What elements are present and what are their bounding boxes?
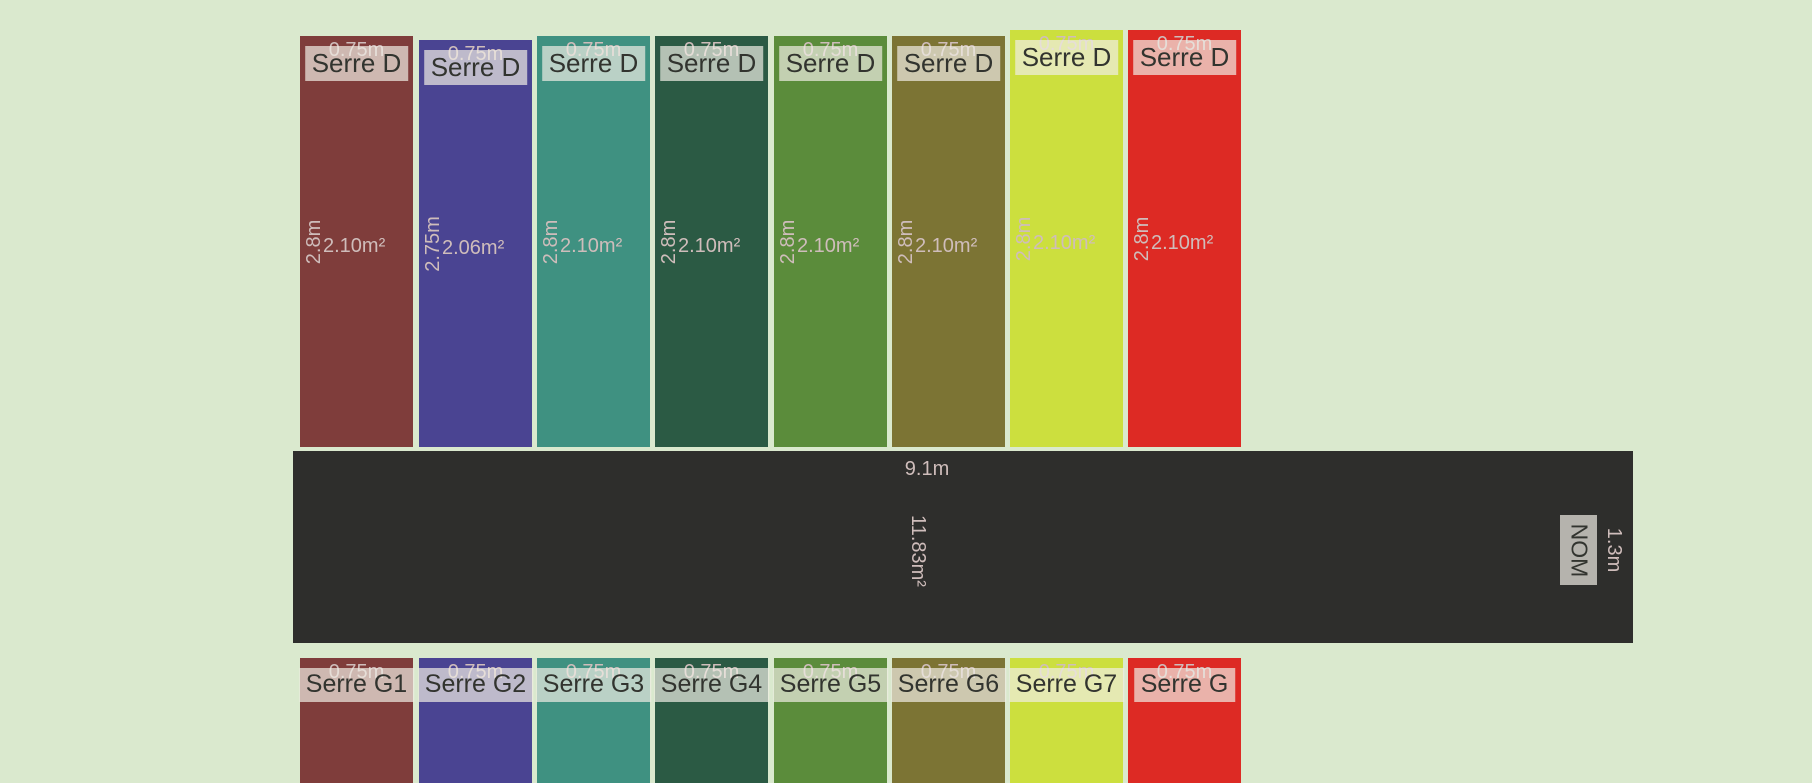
serre-d-bar-7[interactable]: 0.75mSerre D2.8m2.10m²: [1010, 30, 1123, 447]
bar-area-label: 2.10m²: [560, 234, 623, 257]
serre-d-bar-4[interactable]: 0.75mSerre D2.8m2.10m²: [655, 36, 768, 447]
serre-g-bar-3[interactable]: 0.75mSerre G3: [535, 658, 652, 783]
bar-name-box: Serre G6: [890, 668, 1007, 702]
serre-d-bar-5[interactable]: 0.75mSerre D2.8m2.10m²: [774, 36, 887, 447]
serre-d-bar-8[interactable]: 0.75mSerre D2.8m2.10m²: [1128, 30, 1241, 447]
bar-height-label: 2.8m: [658, 219, 680, 264]
bar-area-label: 2.10m²: [1033, 231, 1096, 254]
garden-bed[interactable]: 9.1m 11.83m² NOM 1.3m: [293, 451, 1633, 643]
bar-area-label: 2.06m²: [442, 236, 505, 259]
serre-g-bar-2[interactable]: 0.75mSerre G2: [417, 658, 534, 783]
bar-name-box: Serre D: [423, 50, 528, 85]
bar-height-label: 2.8m: [1013, 216, 1035, 261]
bar-name-box: Serre D: [541, 46, 646, 81]
bar-height-label: 2.8m: [1131, 216, 1153, 261]
bar-area-label: 2.10m²: [797, 234, 860, 257]
bar-name-box: Serre D: [304, 46, 409, 81]
bar-name-box: Serre D: [896, 46, 1001, 81]
bar-name-label: Serre D: [1021, 42, 1112, 72]
bar-name-box: Serre D: [1014, 40, 1119, 75]
bar-name-box: Serre G: [1133, 668, 1236, 702]
bar-area-label: 2.10m²: [915, 234, 978, 257]
bar-name-label: Serre D: [430, 52, 521, 82]
bed-name-label: NOM: [1566, 523, 1593, 577]
serre-g-bar-1[interactable]: 0.75mSerre G1: [298, 658, 415, 783]
serre-g-bar-5[interactable]: 0.75mSerre G5: [772, 658, 889, 783]
bar-name-box: Serre D: [778, 46, 883, 81]
serre-g-bar-6[interactable]: 0.75mSerre G6: [890, 658, 1007, 783]
bed-area-label: 11.83m²: [907, 515, 929, 587]
bar-height-label: 2.8m: [777, 219, 799, 264]
bar-height-label: 2.8m: [895, 219, 917, 264]
bar-area-label: 2.10m²: [678, 234, 741, 257]
bar-name-label: Serre D: [311, 48, 402, 78]
serre-g-bar-7[interactable]: 0.75mSerre G7: [1008, 658, 1125, 783]
bar-height-label: 2.8m: [303, 219, 325, 264]
bar-name-box: Serre G4: [653, 668, 770, 702]
bar-name-label: Serre G: [1140, 670, 1229, 698]
bar-height-label: 2.75m: [422, 215, 444, 272]
bar-area-label: 2.10m²: [323, 234, 386, 257]
bar-name-box: Serre D: [1132, 40, 1237, 75]
bar-name-label: Serre D: [903, 48, 994, 78]
bar-name-label: Serre D: [548, 48, 639, 78]
serre-g-bar-4[interactable]: 0.75mSerre G4: [653, 658, 770, 783]
bar-name-label: Serre G2: [424, 670, 527, 698]
bar-name-label: Serre G3: [542, 670, 645, 698]
bed-name-box[interactable]: NOM: [1560, 515, 1597, 585]
bar-name-label: Serre G1: [305, 670, 408, 698]
bar-name-label: Serre G7: [1015, 670, 1118, 698]
bar-name-box: Serre G5: [772, 668, 889, 702]
bar-name-label: Serre G4: [660, 670, 763, 698]
bar-name-label: Serre G5: [779, 670, 882, 698]
bar-name-label: Serre D: [785, 48, 876, 78]
bar-name-box: Serre G1: [298, 668, 415, 702]
bed-thickness-label: 1.3m: [1603, 527, 1625, 573]
bar-name-box: Serre G3: [535, 668, 652, 702]
serre-d-bar-1[interactable]: 0.75mSerre D2.8m2.10m²: [300, 36, 413, 447]
bed-width-label: 9.1m: [904, 458, 950, 480]
bar-name-label: Serre D: [666, 48, 757, 78]
bar-area-label: 2.10m²: [1151, 231, 1214, 254]
serre-d-bar-6[interactable]: 0.75mSerre D2.8m2.10m²: [892, 36, 1005, 447]
serre-d-bar-3[interactable]: 0.75mSerre D2.8m2.10m²: [537, 36, 650, 447]
bar-name-box: Serre G7: [1008, 668, 1125, 702]
serre-g-bar-8[interactable]: 0.75mSerre G: [1128, 658, 1241, 783]
bar-name-label: Serre G6: [897, 670, 1000, 698]
bar-name-box: Serre G2: [417, 668, 534, 702]
bar-name-box: Serre D: [659, 46, 764, 81]
bar-name-label: Serre D: [1139, 42, 1230, 72]
bar-height-label: 2.8m: [540, 219, 562, 264]
